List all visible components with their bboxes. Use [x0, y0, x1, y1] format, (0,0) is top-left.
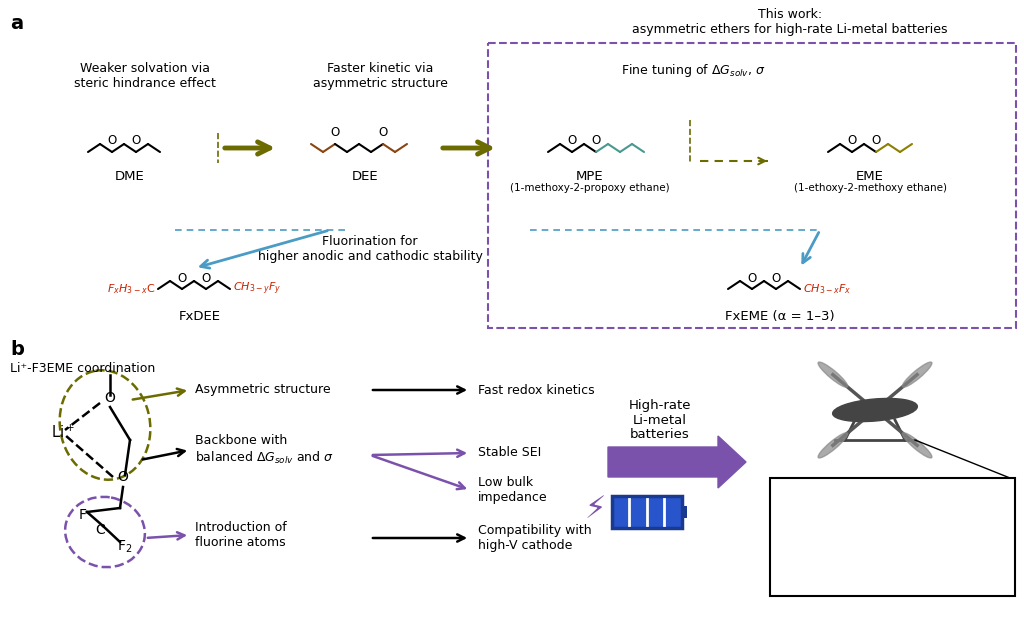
Bar — [488, 43, 1016, 328]
FancyBboxPatch shape — [770, 478, 1015, 596]
Text: MPE: MPE — [577, 170, 604, 183]
Text: ✓  Higher C-rate (high power density): ✓ Higher C-rate (high power density) — [778, 510, 989, 520]
Text: $CH_{3-y}F_y$: $CH_{3-y}F_y$ — [233, 281, 282, 297]
Text: Li$^+$: Li$^+$ — [51, 424, 75, 440]
Text: Faster kinetic via
asymmetric structure: Faster kinetic via asymmetric structure — [312, 62, 447, 90]
Text: High-rate
Li-metal
batteries: High-rate Li-metal batteries — [629, 399, 691, 442]
Ellipse shape — [902, 433, 932, 458]
Text: a: a — [10, 14, 24, 33]
Text: Asymmetric structure: Asymmetric structure — [195, 384, 331, 396]
Text: F: F — [79, 508, 87, 522]
Text: Introduction of
fluorine atoms: Introduction of fluorine atoms — [195, 521, 287, 549]
Text: (1-methoxy-2-propoxy ethane): (1-methoxy-2-propoxy ethane) — [510, 183, 670, 193]
Text: O: O — [177, 272, 186, 285]
Text: $F_xH_{3-x}$C: $F_xH_{3-x}$C — [106, 282, 155, 296]
Ellipse shape — [818, 433, 848, 458]
Text: C: C — [95, 523, 104, 537]
Text: ✓  Higher energy density: ✓ Higher energy density — [778, 556, 919, 566]
Text: O: O — [748, 272, 757, 285]
Text: O: O — [202, 272, 211, 285]
Text: FxDEE: FxDEE — [179, 310, 221, 323]
Text: EME: EME — [856, 170, 884, 183]
Ellipse shape — [818, 362, 848, 388]
Text: ⚡: ⚡ — [585, 495, 605, 525]
Bar — [612, 496, 682, 528]
Text: $CH_{3-x}F_x$: $CH_{3-x}F_x$ — [803, 282, 852, 296]
Text: O: O — [771, 272, 780, 285]
Text: O: O — [871, 135, 881, 148]
Text: O: O — [131, 135, 140, 148]
Text: O: O — [379, 126, 388, 140]
Text: ✓  Fast charging: ✓ Fast charging — [778, 534, 869, 544]
Ellipse shape — [833, 399, 918, 422]
Bar — [682, 506, 687, 518]
Text: This work:
asymmetric ethers for high-rate Li-metal batteries: This work: asymmetric ethers for high-ra… — [632, 8, 948, 36]
Text: O: O — [108, 135, 117, 148]
Text: O: O — [592, 135, 601, 148]
Text: Low bulk
impedance: Low bulk impedance — [478, 476, 548, 504]
Text: Stable SEI: Stable SEI — [478, 447, 542, 460]
Text: O: O — [104, 391, 116, 405]
Text: F$_2$: F$_2$ — [117, 539, 132, 555]
Text: Fluorination for
higher anodic and cathodic stability: Fluorination for higher anodic and catho… — [258, 235, 482, 263]
Ellipse shape — [902, 362, 932, 388]
Text: Weaker solvation via
steric hindrance effect: Weaker solvation via steric hindrance ef… — [74, 62, 216, 90]
Text: O: O — [567, 135, 577, 148]
Text: Compatibility with
high-V cathode: Compatibility with high-V cathode — [478, 524, 592, 552]
FancyArrow shape — [608, 436, 746, 488]
Text: Fast redox kinetics: Fast redox kinetics — [478, 384, 595, 396]
Text: DEE: DEE — [351, 170, 378, 183]
Text: b: b — [10, 340, 24, 359]
Text: O: O — [118, 470, 128, 484]
Text: DME: DME — [115, 170, 144, 183]
Text: O: O — [848, 135, 857, 148]
Text: FxEME (α = 1–3): FxEME (α = 1–3) — [725, 310, 835, 323]
Text: Backbone with
balanced $\Delta G_{solv}$ and $\sigma$: Backbone with balanced $\Delta G_{solv}$… — [195, 434, 334, 466]
Text: Li⁺-F3EME coordination: Li⁺-F3EME coordination — [10, 362, 156, 375]
Text: (1-ethoxy-2-methoxy ethane): (1-ethoxy-2-methoxy ethane) — [794, 183, 946, 193]
Text: Fine tuning of $\Delta G_{solv}$, $\sigma$: Fine tuning of $\Delta G_{solv}$, $\sigm… — [621, 62, 765, 79]
Text: O: O — [331, 126, 340, 140]
Text: Battery requirements for eVTOL: Battery requirements for eVTOL — [778, 488, 968, 501]
